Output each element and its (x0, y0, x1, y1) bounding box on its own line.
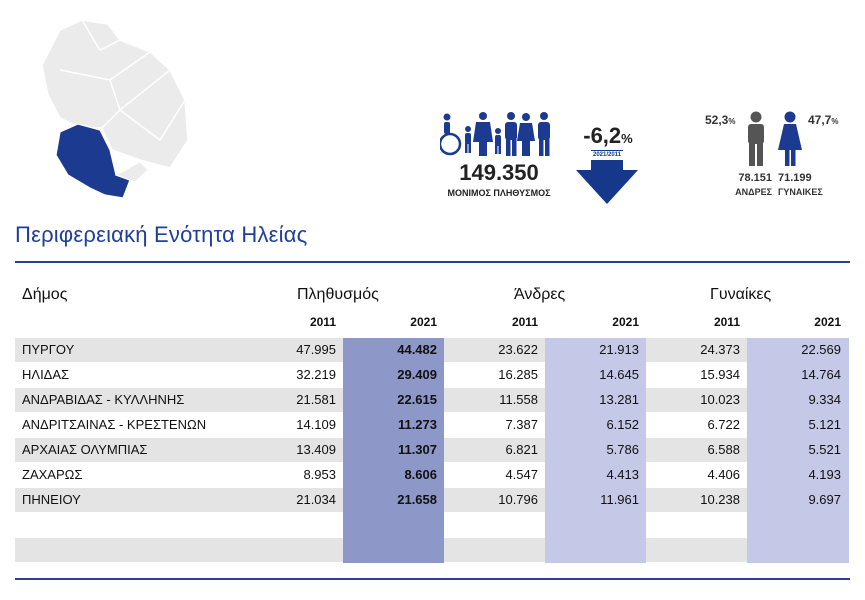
men-count: 78.151 (738, 172, 772, 184)
cell-pop2021: 8.606 (404, 467, 437, 482)
municipality-header: Δήμος (22, 286, 68, 303)
women-2021-column (747, 338, 849, 563)
cell-pop2021 (347, 513, 437, 537)
region-map-icon (41, 19, 189, 199)
woman-icon (778, 111, 802, 166)
cell-women2021: 9.697 (808, 492, 841, 507)
cell-men2021: 21.913 (599, 342, 639, 357)
population-change: -6,2% (578, 123, 638, 149)
women-percentage: 47,7% (808, 113, 838, 127)
women-pct-value: 47,7 (808, 113, 832, 127)
man-icon (748, 111, 764, 166)
population-2021-column (343, 338, 444, 563)
cell-pop2021: 44.482 (397, 342, 437, 357)
cell-men2021: 11.961 (600, 492, 639, 507)
cell-pop2011 (246, 538, 336, 562)
cell-men2011: 6.821 (505, 442, 538, 457)
cell-men2011: 10.796 (498, 492, 538, 507)
cell-pop2021: 11.307 (397, 442, 437, 457)
cell-men2011: 4.547 (505, 467, 538, 482)
men-percentage: 52,3% (705, 113, 735, 127)
year-header: 2011 (309, 315, 336, 329)
cell-men2021: 6.152 (606, 417, 639, 432)
cell-women2021: 14.764 (801, 367, 841, 382)
men-pct-value: 52,3 (705, 113, 729, 127)
municipality-name: ΑΝΔΡΙΤΣΑΙΝΑΣ - ΚΡΕΣΤΕΝΩΝ (22, 417, 207, 432)
cell-pop2021: 11.273 (397, 417, 437, 432)
cell-pop2011: 8.953 (303, 467, 336, 482)
population-label: ΜΟΝΙΜΟΣ ΠΛΗΘΥΣΜΟΣ (447, 188, 551, 198)
municipality-name: ΑΡΧΑΙΑΣ ΟΛΥΜΠΙΑΣ (22, 442, 148, 457)
cell-pop2021: 22.615 (397, 392, 437, 407)
cell-women2021 (751, 513, 841, 537)
cell-pop2021: 21.658 (397, 492, 437, 507)
page-title: Περιφερειακή Ενότητα Ηλείας (15, 222, 308, 247)
cell-pop2021 (347, 538, 437, 562)
population-group-icon (440, 112, 550, 156)
cell-pop2011: 21.581 (296, 392, 336, 407)
cell-women2021: 9.334 (808, 392, 841, 407)
year-header: 2021 (612, 315, 639, 329)
cell-women2011: 24.373 (700, 342, 740, 357)
men-pct-unit: % (728, 117, 736, 126)
cell-men2021: 14.645 (599, 367, 639, 382)
cell-women2021: 5.121 (808, 417, 841, 432)
cell-men2021: 4.413 (606, 467, 639, 482)
population-total: 149.350 (459, 160, 539, 185)
change-unit: % (621, 131, 633, 146)
municipality-name: ΠΗΝΕΙΟΥ (22, 492, 81, 507)
year-header: 2011 (713, 315, 740, 329)
municipality-name: ΠΥΡΓΟΥ (22, 342, 75, 357)
year-header: 2021 (410, 315, 437, 329)
municipality-name: ΗΛΙΔΑΣ (22, 367, 70, 382)
top-divider (15, 261, 850, 263)
year-header: 2011 (511, 315, 538, 329)
women-label: ΓΥΝΑΙΚΕΣ (778, 187, 823, 197)
cell-women2011: 10.023 (700, 392, 740, 407)
cell-pop2011: 14.109 (296, 417, 336, 432)
cell-women2011: 4.406 (707, 467, 740, 482)
men-2021-column (545, 338, 646, 563)
cell-men2011 (448, 538, 538, 562)
change-value: -6,2 (583, 123, 622, 148)
women-pct-unit: % (831, 117, 839, 126)
cell-men2011: 16.285 (498, 367, 538, 382)
cell-women2021: 4.193 (808, 467, 841, 482)
municipality-name: ΑΝΔΡΑΒΙΔΑΣ - ΚΥΛΛΗΝΗΣ (22, 392, 185, 407)
change-period: 2021/2011 (591, 151, 623, 160)
decrease-arrow-icon (576, 150, 638, 204)
women-count: 71.199 (778, 172, 812, 184)
bottom-divider (15, 578, 850, 580)
women-header: Γυναίκες (710, 286, 772, 303)
cell-men2011: 23.622 (498, 342, 538, 357)
cell-pop2011 (246, 513, 336, 537)
year-header: 2021 (814, 315, 841, 329)
cell-pop2011: 32.219 (296, 367, 336, 382)
cell-pop2011: 47.995 (296, 342, 336, 357)
cell-pop2011: 21.034 (296, 492, 336, 507)
cell-women2021: 5.521 (808, 442, 841, 457)
cell-men2021: 5.786 (606, 442, 639, 457)
cell-pop2021: 29.409 (397, 367, 437, 382)
cell-pop2011: 13.409 (296, 442, 336, 457)
cell-men2021 (549, 513, 639, 537)
cell-men2011 (448, 513, 538, 537)
cell-women2011 (650, 538, 740, 562)
cell-women2011: 6.588 (707, 442, 740, 457)
cell-men2011: 11.558 (499, 392, 538, 407)
cell-women2011: 10.238 (700, 492, 740, 507)
population-header: Πληθυσμός (297, 286, 379, 303)
municipality-name: ΖΑΧΑΡΩΣ (22, 467, 83, 482)
cell-women2021: 22.569 (801, 342, 841, 357)
cell-women2011: 6.722 (707, 417, 740, 432)
cell-men2021: 13.281 (599, 392, 639, 407)
cell-women2011 (650, 513, 740, 537)
men-label: ΑΝΔΡΕΣ (735, 187, 772, 197)
cell-men2021 (549, 538, 639, 562)
cell-women2021 (751, 538, 841, 562)
cell-men2011: 7.387 (505, 417, 538, 432)
cell-women2011: 15.934 (700, 367, 740, 382)
men-header: Άνδρες (514, 286, 566, 303)
